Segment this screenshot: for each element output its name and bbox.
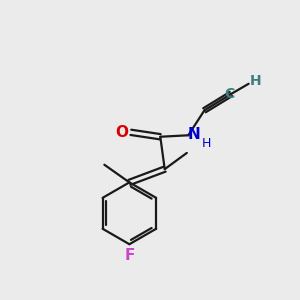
Text: F: F (124, 248, 135, 263)
Text: N: N (188, 127, 200, 142)
Text: O: O (116, 125, 128, 140)
Text: H: H (202, 137, 211, 150)
Text: H: H (249, 74, 261, 88)
Text: C: C (224, 87, 235, 101)
